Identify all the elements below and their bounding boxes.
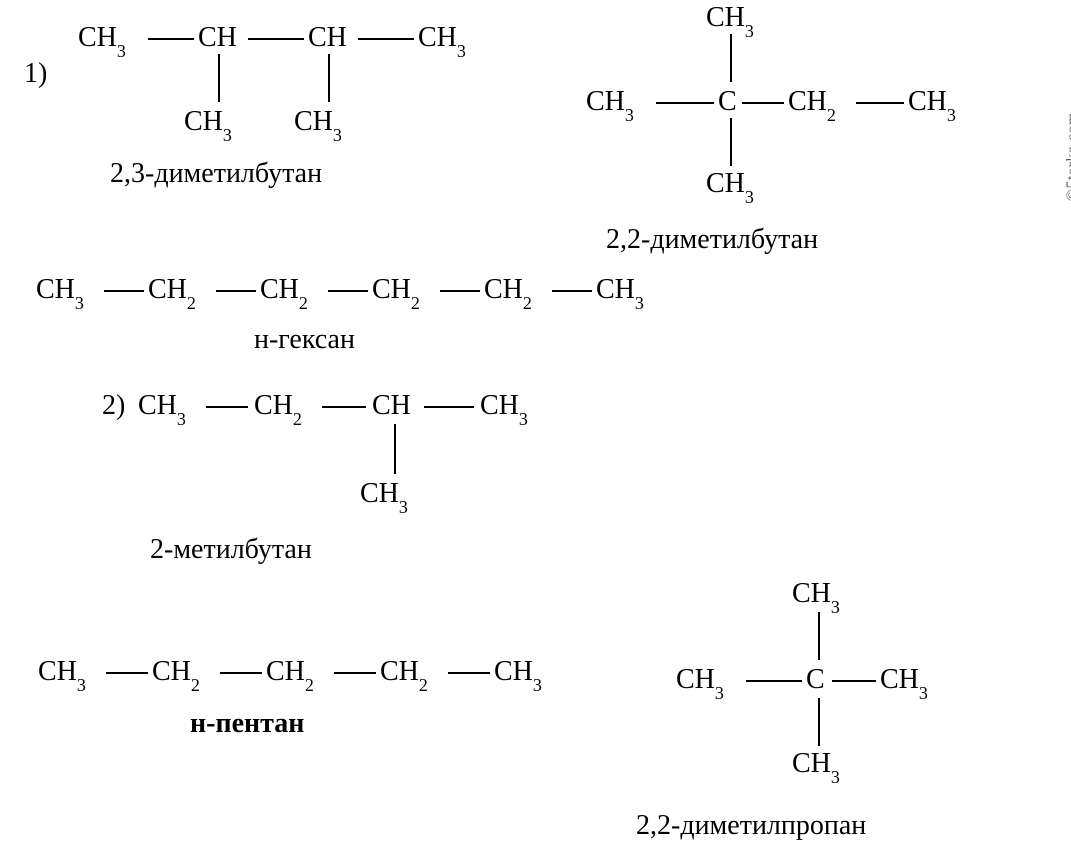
item-number-2: 2) bbox=[102, 392, 125, 420]
s6-ch3-left: CH3 bbox=[676, 666, 724, 698]
bond-h bbox=[334, 672, 376, 674]
bond-h bbox=[656, 102, 714, 104]
s4-ch3-5: CH3 bbox=[360, 480, 408, 512]
bond-h bbox=[106, 672, 148, 674]
bond-h bbox=[856, 102, 904, 104]
s6-ch3-bottom: CH3 bbox=[792, 750, 840, 782]
bond-h bbox=[206, 406, 248, 408]
bond-h bbox=[248, 38, 304, 40]
s1-ch3-6: CH3 bbox=[294, 108, 342, 140]
name-2-methylbutane: 2-метилбутан bbox=[150, 536, 312, 564]
s3-ch2-2: CH2 bbox=[148, 276, 196, 308]
s2-ch3-right: CH3 bbox=[908, 88, 956, 120]
bond-h bbox=[148, 38, 194, 40]
s4-ch3-1: CH3 bbox=[138, 392, 186, 424]
s3-ch2-5: CH2 bbox=[484, 276, 532, 308]
s3-ch2-3: CH2 bbox=[260, 276, 308, 308]
bond-h bbox=[832, 680, 876, 682]
diagram-stage: { "colors": { "background": "#ffffff", "… bbox=[0, 0, 1071, 856]
s5-ch3-1: CH3 bbox=[38, 658, 86, 690]
s2-ch2: CH2 bbox=[788, 88, 836, 120]
s5-ch3-5: CH3 bbox=[494, 658, 542, 690]
s3-ch2-4: CH2 bbox=[372, 276, 420, 308]
s5-ch2-4: CH2 bbox=[380, 658, 428, 690]
s2-ch3-left: CH3 bbox=[586, 88, 634, 120]
s6-ch3-right: CH3 bbox=[880, 666, 928, 698]
s5-ch2-2: CH2 bbox=[152, 658, 200, 690]
bond-h bbox=[328, 290, 368, 292]
bond-h bbox=[440, 290, 480, 292]
bond-v bbox=[818, 612, 820, 660]
s1-ch3-1: CH3 bbox=[78, 24, 126, 56]
bond-v bbox=[818, 698, 820, 746]
watermark-text: ©5terka.com bbox=[1065, 112, 1071, 201]
s2-ch3-bottom: CH3 bbox=[706, 170, 754, 202]
bond-h bbox=[552, 290, 592, 292]
s6-c-center: C bbox=[806, 666, 825, 694]
s4-ch2-2: CH2 bbox=[254, 392, 302, 424]
bond-v bbox=[218, 54, 220, 102]
bond-h bbox=[448, 672, 490, 674]
s5-ch2-3: CH2 bbox=[266, 658, 314, 690]
s1-ch3-4: CH3 bbox=[418, 24, 466, 56]
bond-h bbox=[742, 102, 784, 104]
bond-v bbox=[730, 118, 732, 166]
s4-ch-3: CH bbox=[372, 392, 411, 420]
bond-v bbox=[394, 424, 396, 474]
s2-c-center: C bbox=[718, 88, 737, 116]
s1-ch-3: CH bbox=[308, 24, 347, 52]
name-22-dimethylbutane: 2,2-диметилбутан bbox=[606, 226, 818, 254]
s6-ch3-top: CH3 bbox=[792, 580, 840, 612]
s3-ch3-1: CH3 bbox=[36, 276, 84, 308]
bond-v bbox=[328, 54, 330, 102]
bond-h bbox=[358, 38, 414, 40]
s1-ch3-5: CH3 bbox=[184, 108, 232, 140]
bond-v bbox=[730, 34, 732, 82]
bond-h bbox=[104, 290, 144, 292]
name-23-dimethylbutane: 2,3-диметилбутан bbox=[110, 160, 322, 188]
name-n-hexane: н-гексан bbox=[254, 326, 355, 354]
bond-h bbox=[746, 680, 802, 682]
bond-h bbox=[424, 406, 474, 408]
s3-ch3-6: CH3 bbox=[596, 276, 644, 308]
s2-ch3-top: CH3 bbox=[706, 4, 754, 36]
name-22-dimethylpropane: 2,2-диметилпропан bbox=[636, 812, 866, 840]
item-number-1: 1) bbox=[24, 60, 47, 88]
s1-ch-2: CH bbox=[198, 24, 237, 52]
s4-ch3-4: CH3 bbox=[480, 392, 528, 424]
bond-h bbox=[216, 290, 256, 292]
bond-h bbox=[322, 406, 366, 408]
bond-h bbox=[220, 672, 262, 674]
name-n-pentane: н-пентан bbox=[190, 710, 304, 738]
